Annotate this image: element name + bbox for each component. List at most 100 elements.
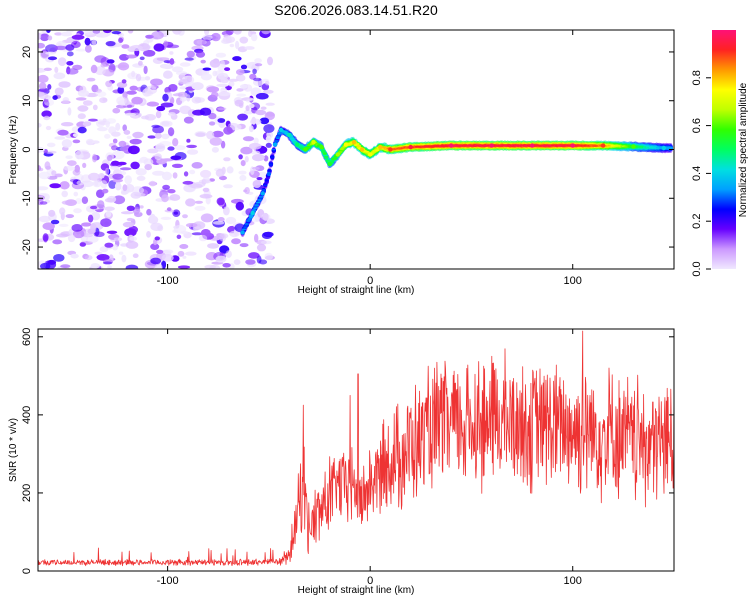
ridge-cell [339,148,344,150]
noise-blob [82,100,93,106]
noise-blob [82,121,92,127]
noise-blob [239,36,249,44]
noise-blob [65,68,79,75]
noise-blob [150,78,163,86]
noise-blob [179,97,187,102]
noise-blob [82,162,87,168]
noise-blob [176,234,182,239]
ridge-cell [270,156,275,158]
noise-blob [66,160,77,167]
noise-blob [174,145,186,151]
noise-blob [62,99,70,104]
noise-blob [234,99,244,107]
noise-blob [196,39,207,45]
noise-blob [60,31,73,37]
noise-blob [208,112,217,120]
noise-blob [42,222,55,230]
noise-blob [248,142,262,150]
figure-title: S206.2026.083.14.51.R20 [274,2,438,18]
noise-blob [172,229,179,233]
noise-blob [224,67,231,71]
noise-blob [51,170,57,176]
noise-blob [59,223,69,227]
noise-blob [204,264,217,269]
noise-blob [46,30,51,33]
ridge-cell [268,162,274,165]
noise-blob [86,77,96,82]
ridge-point [378,144,383,150]
ridge-cell [338,151,343,153]
ridge-point [240,230,245,235]
noise-blob [123,129,131,135]
noise-blob [220,60,225,68]
noise-blob [261,30,271,35]
noise-blob [119,146,130,152]
noise-blob [255,63,263,67]
noise-blob [244,46,255,50]
noise-blob [169,51,174,55]
ridge-cell [375,149,380,152]
noise-blob [153,239,158,246]
noise-blob [47,35,53,41]
noise-blob [155,110,162,119]
noise-blob [264,111,275,121]
noise-blob [256,177,263,181]
noise-blob [61,139,73,148]
ridge-cell [382,146,387,149]
noise-blob [142,88,152,97]
noise-blob [156,249,164,254]
ridge-cell [264,179,269,181]
ridge-point [631,144,636,149]
noise-blob [263,155,269,162]
ridge-point [530,143,535,148]
ridge-cell [263,184,268,187]
noise-blob [175,71,188,76]
noise-blob [153,43,165,52]
noise-blob [146,101,159,107]
noise-blob [130,44,143,52]
ridge-point [303,147,308,152]
noise-blob [235,201,244,211]
noise-blob [251,116,257,125]
noise-blob [177,250,185,257]
noise-blob [265,142,272,148]
ridge-point [449,143,454,148]
noise-blob [110,165,120,170]
noise-blob [182,255,187,259]
noise-blob [161,254,174,262]
noise-blob [256,244,267,252]
noise-blob [119,32,125,37]
ridge-point [359,147,365,152]
noise-blob [259,117,270,125]
noise-blob [206,130,215,140]
noise-blob [97,127,108,132]
noise-blob [223,157,231,162]
noise-blob [95,91,107,97]
ridge-point [250,210,255,216]
ridge-point [570,143,575,148]
noise-blob [59,207,66,216]
ridge-cell [298,146,303,148]
noise-blob [73,191,79,197]
ridge-point [408,144,413,150]
noise-blob [251,33,258,42]
noise-blob [154,132,162,139]
noise-blob [107,265,112,269]
noise-blob [81,196,89,204]
snr-ytick-label: 200 [21,484,33,502]
noise-blob [104,133,111,139]
noise-blob [63,165,76,171]
noise-blob [222,263,231,268]
noise-blob [91,211,101,221]
noise-blob [46,142,56,148]
noise-blob [191,232,203,236]
noise-blob [168,84,178,92]
snr-frame [37,328,675,572]
noise-blob [225,30,234,35]
noise-blob [215,255,227,263]
noise-blob [236,93,247,97]
noise-blob [252,166,260,170]
noise-blob [76,180,85,186]
noise-blob [170,155,182,161]
noise-blob [54,66,59,73]
